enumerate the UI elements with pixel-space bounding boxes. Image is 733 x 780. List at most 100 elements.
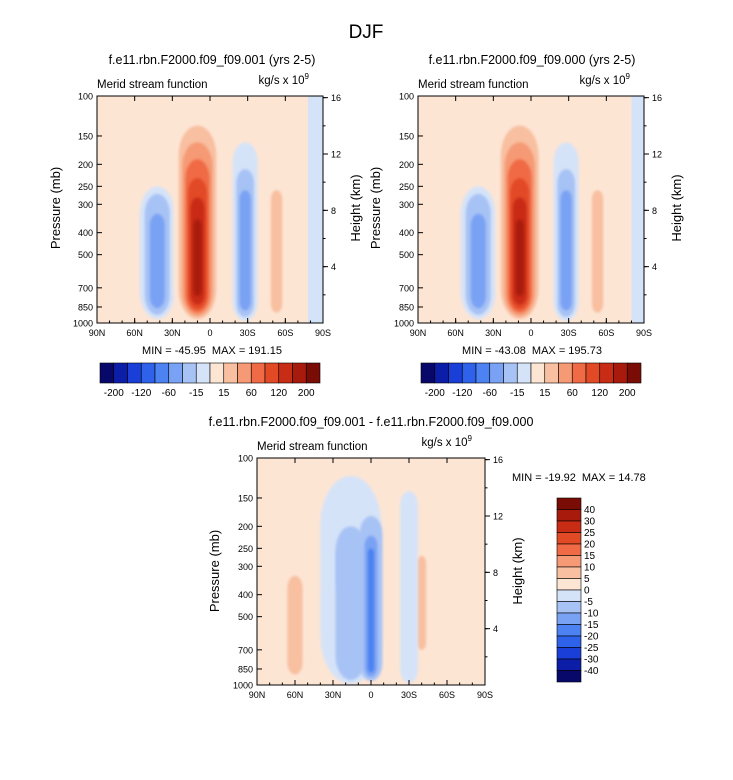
colorbar-box (556, 497, 582, 510)
colorbar-box (556, 532, 582, 545)
y-tick-label: 700 (238, 645, 253, 655)
contour-level (400, 491, 418, 684)
panel-3: f.e11.rbn.F2000.f09_f09.001 - f.e11.rbn.… (207, 415, 646, 700)
colorbar-box (556, 578, 582, 591)
x-tick-label: 60S (598, 328, 614, 338)
colorbar-box (475, 362, 491, 384)
right-axis-label: Height (km) (348, 174, 363, 241)
height-tick-label: 16 (652, 93, 662, 103)
colorbar-box (558, 362, 573, 384)
y-axis-label: Pressure (mb) (207, 530, 222, 612)
height-tick-label: 4 (652, 262, 657, 272)
panel-1: f.e11.rbn.F2000.f09_f09.001 (yrs 2-5) Me… (48, 53, 363, 399)
colorbar-label: 15 (539, 388, 551, 399)
y-tick-label: 500 (78, 250, 93, 260)
y-tick-label: 500 (399, 250, 414, 260)
colorbar-box (168, 362, 183, 384)
height-tick-label: 12 (331, 149, 341, 159)
y-tick-label: 200 (399, 160, 414, 170)
colorbar-box (209, 362, 225, 384)
negative-anomaly-25n (336, 548, 345, 590)
colorbar-box (434, 362, 449, 384)
y-tick-label: 100 (78, 92, 93, 102)
y-tick-label: 400 (399, 228, 414, 238)
y-axis-label: Pressure (mb) (48, 167, 63, 249)
height-tick-label: 4 (331, 262, 336, 272)
x-tick-label: 30N (164, 328, 181, 338)
colorbar-box (556, 543, 582, 556)
y-tick-label: 150 (238, 493, 253, 503)
height-tick-label: 8 (493, 568, 498, 578)
colorbar-box (237, 362, 252, 384)
x-tick-label: 90N (89, 328, 106, 338)
colorbar-label: -60 (162, 388, 177, 399)
colorbar-box (195, 362, 211, 384)
colorbar-box (182, 362, 197, 384)
x-tick-label: 30S (561, 328, 577, 338)
colorbar-box (127, 362, 142, 384)
colorbar-label: 60 (246, 388, 258, 399)
contour-level (560, 190, 572, 311)
y-tick-label: 250 (78, 182, 93, 192)
colorbar-box (556, 624, 582, 637)
y-tick-label: 300 (399, 200, 414, 210)
y-tick-label: 1000 (233, 681, 253, 691)
colorbar-label: -15 (189, 388, 204, 399)
colorbar-box (154, 362, 170, 384)
colorbar-box (585, 362, 601, 384)
ferrel-positive-cell (588, 173, 607, 319)
y-tick-label: 500 (238, 612, 253, 622)
colorbar-label: 40 (584, 505, 596, 516)
colorbar-box (556, 589, 582, 602)
contour-plot: 90N 60N 30N 0 30S 60S 90S 100 150 200 250 300 400 500… (394, 92, 662, 339)
colorbar-box (626, 362, 642, 384)
contour-level (367, 548, 375, 673)
background-fill (307, 96, 323, 323)
min-max-label: MIN = -45.95 MAX = 191.15 (142, 345, 282, 357)
min-max-label: MIN = -19.92 MAX = 14.78 (512, 472, 646, 484)
colorbar-box (250, 362, 266, 384)
colorbar-box (556, 647, 582, 660)
contour-level (287, 575, 303, 675)
contour-level (515, 219, 524, 296)
colorbar-box (556, 566, 582, 579)
colorbar: -200 -120 -60 -15 15 60 120 200 (99, 362, 321, 399)
variable-label: Merid stream function (257, 441, 368, 453)
colorbar-box (599, 362, 614, 384)
colorbar-box (556, 670, 582, 683)
colorbar-label: -15 (584, 620, 599, 631)
contour-level (193, 219, 202, 296)
height-tick-label: 8 (331, 206, 336, 216)
y-tick-label: 300 (238, 562, 253, 572)
colorbar-box (113, 362, 128, 384)
colorbar-label: 30 (584, 517, 596, 528)
contour-field (257, 458, 485, 685)
y-tick-label: 850 (238, 664, 253, 674)
colorbar-label: -120 (131, 388, 151, 399)
contour-level (417, 555, 427, 650)
x-tick-label: 0 (207, 328, 212, 338)
units-label: kg/s x 109 (422, 434, 473, 449)
southern-negative-cell (553, 142, 579, 322)
contour-level (591, 190, 604, 313)
colorbar-box (223, 362, 238, 384)
x-tick-label: 60S (277, 328, 293, 338)
colorbar-label: -30 (584, 655, 599, 666)
x-tick-label: 90S (477, 690, 493, 700)
height-tick-label: 4 (493, 624, 498, 634)
colorbar-box (489, 362, 504, 384)
variable-label: Merid stream function (97, 79, 208, 91)
southern-negative-cell (232, 142, 258, 322)
colorbar-label: 120 (270, 388, 287, 399)
y-axis-label: Pressure (mb) (368, 167, 383, 249)
y-tick-label: 700 (399, 283, 414, 293)
y-tick-label: 100 (238, 454, 253, 464)
colorbar-box (278, 362, 293, 384)
x-tick-label: 30S (401, 690, 417, 700)
x-tick-label: 30N (325, 690, 342, 700)
colorbar-label: -15 (510, 388, 525, 399)
contour-level (149, 213, 165, 309)
northern-negative-cell (139, 186, 175, 319)
colorbar-box (556, 601, 582, 614)
x-tick-label: 90N (249, 690, 266, 700)
